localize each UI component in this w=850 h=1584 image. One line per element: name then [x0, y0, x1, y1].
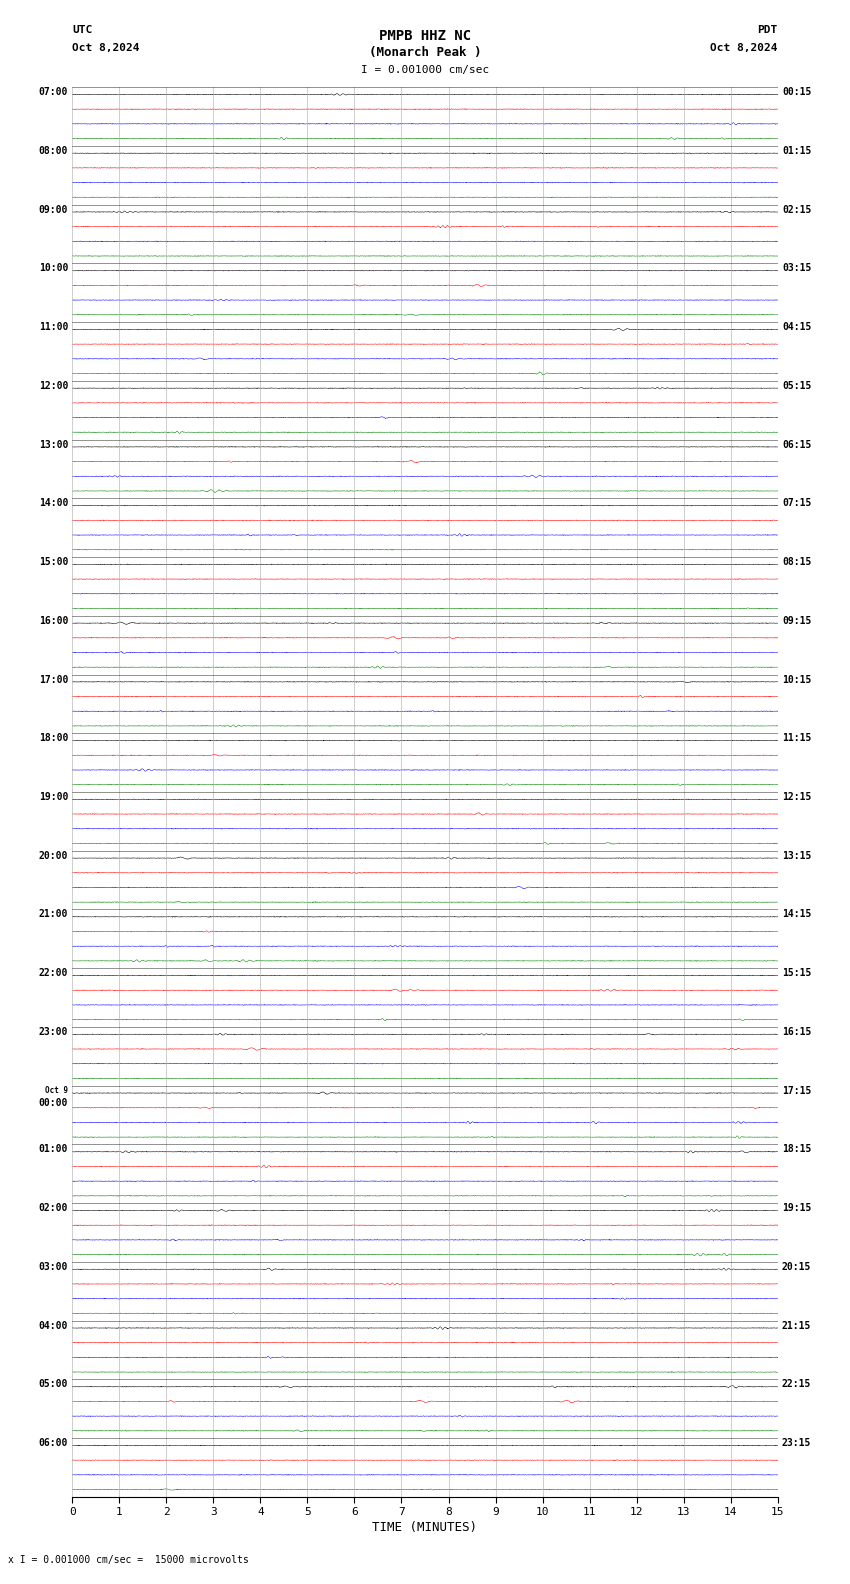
Text: 04:00: 04:00: [38, 1321, 68, 1331]
Text: 01:00: 01:00: [38, 1144, 68, 1155]
Text: 21:00: 21:00: [38, 909, 68, 919]
Text: 06:00: 06:00: [38, 1438, 68, 1448]
Text: 10:15: 10:15: [782, 675, 812, 684]
Text: 08:00: 08:00: [38, 146, 68, 155]
Text: UTC: UTC: [72, 25, 93, 35]
Text: 16:00: 16:00: [38, 616, 68, 626]
Text: 02:15: 02:15: [782, 204, 812, 214]
Text: 09:00: 09:00: [38, 204, 68, 214]
Text: 22:00: 22:00: [38, 968, 68, 979]
Text: 00:15: 00:15: [782, 87, 812, 97]
Text: x I = 0.001000 cm/sec =  15000 microvolts: x I = 0.001000 cm/sec = 15000 microvolts: [8, 1555, 249, 1565]
Text: 10:00: 10:00: [38, 263, 68, 274]
Text: 09:15: 09:15: [782, 616, 812, 626]
Text: 11:15: 11:15: [782, 733, 812, 743]
Text: 19:00: 19:00: [38, 792, 68, 802]
Text: 14:00: 14:00: [38, 499, 68, 508]
Text: 15:15: 15:15: [782, 968, 812, 979]
Text: (Monarch Peak ): (Monarch Peak ): [369, 46, 481, 59]
Text: 05:00: 05:00: [38, 1380, 68, 1389]
Text: 17:15: 17:15: [782, 1085, 812, 1096]
Text: 06:15: 06:15: [782, 440, 812, 450]
Text: 01:15: 01:15: [782, 146, 812, 155]
Text: 13:00: 13:00: [38, 440, 68, 450]
Text: Oct 8,2024: Oct 8,2024: [711, 43, 778, 52]
Text: 02:00: 02:00: [38, 1204, 68, 1213]
Text: PDT: PDT: [757, 25, 778, 35]
Text: PMPB HHZ NC: PMPB HHZ NC: [379, 29, 471, 43]
Text: 21:15: 21:15: [782, 1321, 812, 1331]
Text: 04:15: 04:15: [782, 322, 812, 333]
Text: 07:15: 07:15: [782, 499, 812, 508]
Text: Oct 8,2024: Oct 8,2024: [72, 43, 139, 52]
Text: 18:15: 18:15: [782, 1144, 812, 1155]
Text: 22:15: 22:15: [782, 1380, 812, 1389]
Text: 11:00: 11:00: [38, 322, 68, 333]
Text: 23:00: 23:00: [38, 1026, 68, 1038]
Text: 15:00: 15:00: [38, 558, 68, 567]
Text: Oct 9: Oct 9: [45, 1085, 68, 1095]
Text: 20:15: 20:15: [782, 1262, 812, 1272]
Text: 18:00: 18:00: [38, 733, 68, 743]
Text: 19:15: 19:15: [782, 1204, 812, 1213]
Text: 08:15: 08:15: [782, 558, 812, 567]
Text: 12:00: 12:00: [38, 380, 68, 391]
Text: 05:15: 05:15: [782, 380, 812, 391]
Text: 23:15: 23:15: [782, 1438, 812, 1448]
Text: 00:00: 00:00: [38, 1098, 68, 1109]
Text: 16:15: 16:15: [782, 1026, 812, 1038]
Text: I = 0.001000 cm/sec: I = 0.001000 cm/sec: [361, 65, 489, 74]
Text: 14:15: 14:15: [782, 909, 812, 919]
Text: 07:00: 07:00: [38, 87, 68, 97]
Text: 03:00: 03:00: [38, 1262, 68, 1272]
Text: 12:15: 12:15: [782, 792, 812, 802]
X-axis label: TIME (MINUTES): TIME (MINUTES): [372, 1522, 478, 1535]
Text: 20:00: 20:00: [38, 851, 68, 860]
Text: 13:15: 13:15: [782, 851, 812, 860]
Text: 17:00: 17:00: [38, 675, 68, 684]
Text: 03:15: 03:15: [782, 263, 812, 274]
